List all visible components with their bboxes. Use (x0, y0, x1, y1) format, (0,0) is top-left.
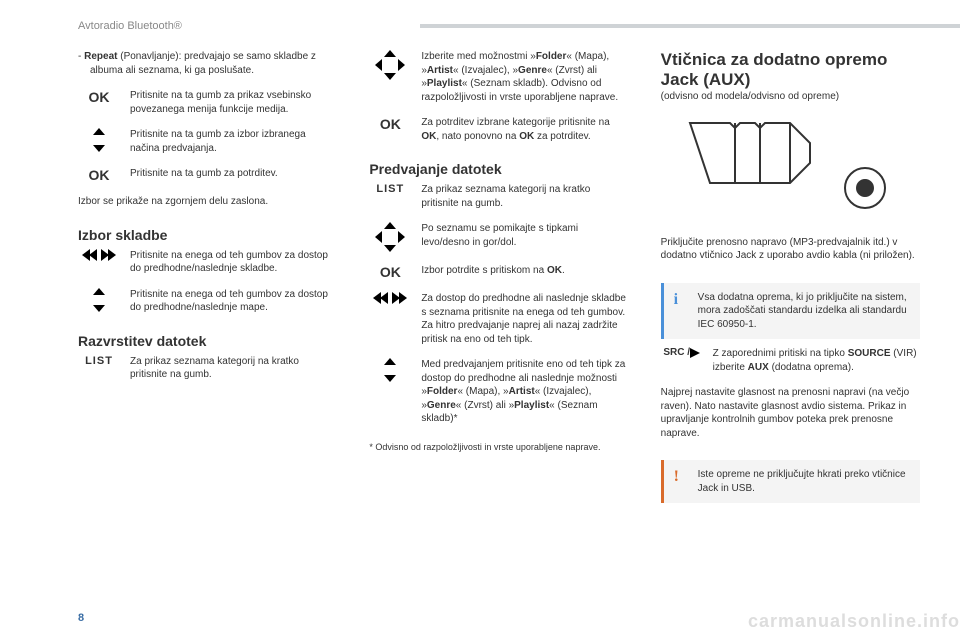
ok-conf-text: Za potrditev izbrane kategorije pritisni… (421, 116, 628, 143)
updown-text: Pritisnite na ta gumb za izbor izbranega… (130, 128, 337, 155)
column-2: Izberite med možnostmi »Folder« (Mapa), … (369, 50, 628, 600)
prevnext-text: Pritisnite na enega od teh gumbov za dos… (130, 249, 337, 276)
columns: - Repeat (Ponavljanje): predvajajo se sa… (78, 50, 920, 600)
src-text: Z zaporednimi pritiski na tipko SOURCE (… (713, 347, 920, 374)
prevnext-icon (78, 249, 120, 261)
src-icon: SRC / (661, 347, 703, 358)
cross-icon (369, 50, 411, 80)
heading-izbor: Izbor skladbe (78, 227, 337, 243)
list-icon: LIST (376, 183, 404, 195)
updown-icon (78, 288, 120, 312)
ok-icon: OK (89, 167, 110, 183)
list-icon: LIST (85, 355, 113, 367)
watermark: carmanualsonline.info (748, 611, 960, 632)
cross2-text: Po seznamu se pomikajte s tipkami levo/d… (421, 222, 628, 249)
prevnext-icon (369, 292, 411, 304)
column-3: Vtičnica za dodatno opremo Jack (AUX) (o… (661, 50, 920, 600)
column-1: - Repeat (Ponavljanje): predvajajo se sa… (78, 50, 337, 600)
warn-icon: ! (674, 468, 688, 486)
aux-subtitle: (odvisno od modela/odvisno od opreme) (661, 91, 920, 102)
header-rule (420, 24, 960, 28)
warn-text: Iste opreme ne priključujte hkrati preko… (698, 468, 910, 495)
updown-icon (78, 128, 120, 152)
list2-text: Za prikaz seznama kategorij na kratko pr… (421, 183, 628, 210)
cross-text: Izberite med možnostmi »Folder« (Mapa), … (421, 50, 628, 104)
ok2-text: Pritisnite na ta gumb za potrditev. (130, 167, 337, 181)
updown3-text: Med predvajanjem pritisnite eno od teh t… (421, 358, 628, 426)
prevnext2-text: Za dostop do predhodne ali naslednje skl… (421, 292, 628, 346)
page-number: 8 (78, 612, 84, 624)
footnote: * Odvisno od razpoložljivosti in vrste u… (369, 442, 628, 452)
info-note: i Vsa dodatna oprema, ki jo priključite … (661, 283, 920, 340)
cross-icon (369, 222, 411, 252)
list-text: Za prikaz seznama kategorij na kratko pr… (130, 355, 337, 382)
ok-icon: OK (380, 116, 401, 132)
warn-note: ! Iste opreme ne priključujte hkrati pre… (661, 460, 920, 503)
heading-razvrstitev: Razvrstitev datotek (78, 333, 337, 349)
ok-icon: OK (380, 264, 401, 280)
jack-illustration (661, 108, 920, 228)
heading-predvajanje: Predvajanje datotek (369, 161, 628, 177)
updown-icon (369, 358, 411, 382)
heading-aux: Vtičnica za dodatno opremo Jack (AUX) (661, 50, 920, 91)
aux-para1: Priključite prenosno napravo (MP3-predva… (661, 236, 920, 263)
header-title: Avtoradio Bluetooth® (78, 20, 182, 32)
repeat-item: - Repeat (Ponavljanje): predvajajo se sa… (78, 50, 337, 77)
ok2-text: Izbor potrdite s pritiskom na OK. (421, 264, 628, 278)
ok1-text: Pritisnite na ta gumb za prikaz vsebinsk… (130, 89, 337, 116)
info-icon: i (674, 291, 688, 309)
info-text: Vsa dodatna oprema, ki jo priključite na… (698, 291, 910, 332)
updown2-text: Pritisnite na enega od teh gumbov za dos… (130, 288, 337, 315)
note-text: Izbor se prikaže na zgornjem delu zaslon… (78, 195, 337, 209)
aux-para2: Najprej nastavite glasnost na prenosni n… (661, 386, 920, 440)
ok-icon: OK (89, 89, 110, 105)
